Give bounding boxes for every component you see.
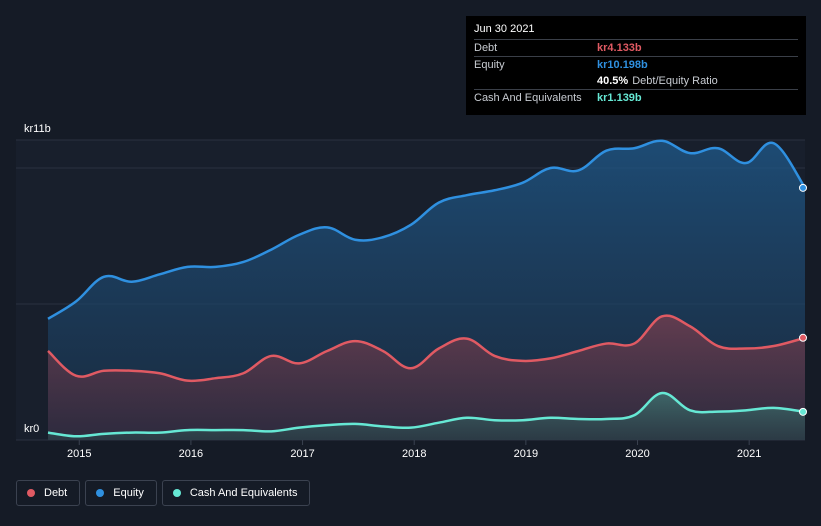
x-axis-ticks: 2015 2016 2017 2018 2019 2020 2021 bbox=[67, 440, 761, 460]
tooltip-value-ratio: 40.5% bbox=[597, 73, 628, 89]
legend: Debt Equity Cash And Equivalents bbox=[16, 480, 310, 506]
legend-label: Debt bbox=[44, 487, 67, 499]
x-tick-label: 2017 bbox=[290, 448, 314, 460]
x-tick-label: 2018 bbox=[402, 448, 426, 460]
tooltip-value-debt: kr4.133b bbox=[597, 40, 642, 56]
x-tick-label: 2021 bbox=[737, 448, 761, 460]
cash-endpoint bbox=[800, 408, 807, 415]
equity-endpoint bbox=[800, 184, 807, 191]
tooltip-row-equity: Equity kr10.198b bbox=[474, 56, 798, 73]
tooltip-ratio-caption: Debt/Equity Ratio bbox=[632, 73, 718, 89]
tooltip-value-cash: kr1.139b bbox=[597, 90, 642, 106]
legend-item-equity[interactable]: Equity bbox=[85, 480, 157, 506]
y-axis-min-label: kr0 bbox=[24, 423, 39, 435]
tooltip-date: Jun 30 2021 bbox=[474, 23, 798, 35]
tooltip-row-ratio: 40.5% Debt/Equity Ratio bbox=[474, 73, 798, 89]
x-tick-label: 2016 bbox=[179, 448, 203, 460]
y-axis-max-label: kr11b bbox=[24, 123, 51, 135]
legend-label: Cash And Equivalents bbox=[190, 487, 298, 499]
legend-dot-icon bbox=[27, 489, 35, 497]
tooltip-row-cash: Cash And Equivalents kr1.139b bbox=[474, 89, 798, 106]
legend-label: Equity bbox=[113, 487, 144, 499]
legend-dot-icon bbox=[96, 489, 104, 497]
tooltip-label: Debt bbox=[474, 40, 597, 56]
tooltip-label: Equity bbox=[474, 57, 597, 73]
tooltip-value-equity: kr10.198b bbox=[597, 57, 648, 73]
x-tick-label: 2019 bbox=[514, 448, 538, 460]
tooltip-row-debt: Debt kr4.133b bbox=[474, 39, 798, 56]
legend-item-cash[interactable]: Cash And Equivalents bbox=[162, 480, 311, 506]
legend-dot-icon bbox=[173, 489, 181, 497]
tooltip: Jun 30 2021 Debt kr4.133b Equity kr10.19… bbox=[466, 16, 806, 115]
tooltip-label: Cash And Equivalents bbox=[474, 90, 597, 106]
x-tick-label: 2015 bbox=[67, 448, 91, 460]
legend-item-debt[interactable]: Debt bbox=[16, 480, 80, 506]
debt-endpoint bbox=[800, 334, 807, 341]
x-tick-label: 2020 bbox=[625, 448, 649, 460]
